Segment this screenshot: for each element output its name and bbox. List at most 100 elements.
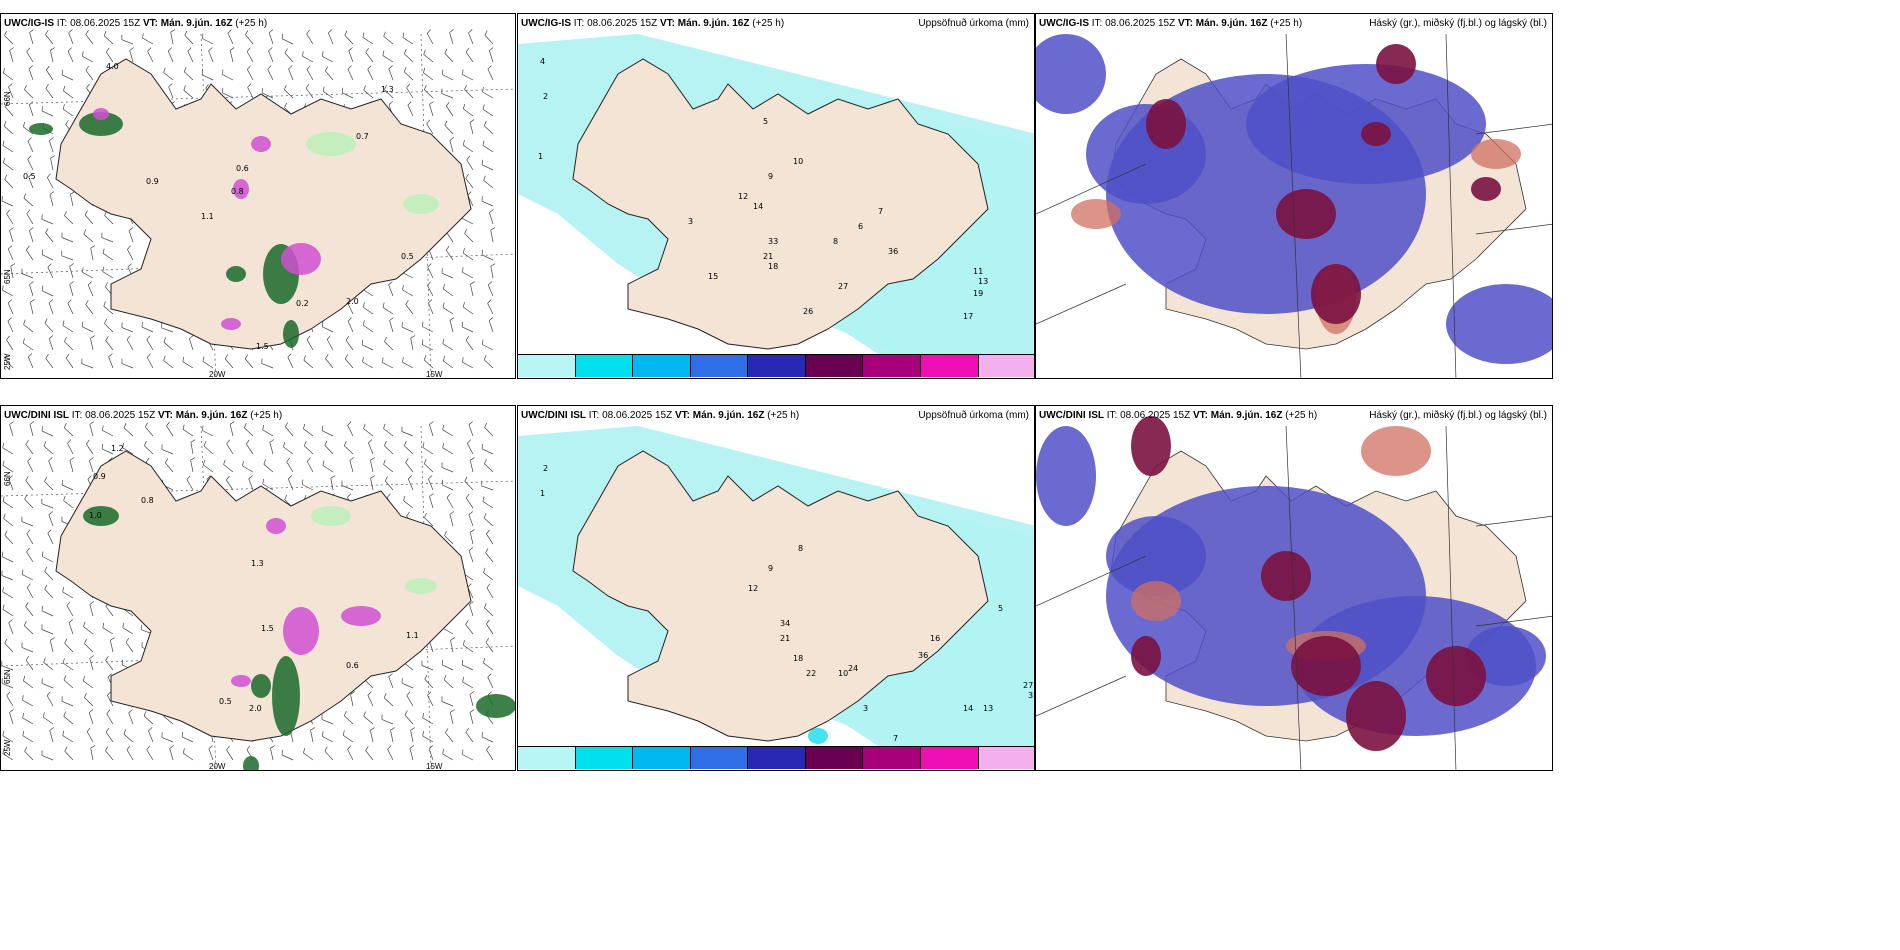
wind-barb [327,32,334,45]
wind-barb-flag [284,48,288,54]
wind-barb-flag [261,87,263,93]
high-cloud-area [1146,99,1186,149]
wind-barb-flag [45,228,49,233]
wind-barb [441,701,454,707]
wind-barb-flag [29,421,35,425]
wind-barb [322,91,334,99]
wind-barb [402,361,414,369]
wind-barb-flag [65,353,70,359]
wind-barb-flag [102,622,105,628]
wind-barb [7,320,14,333]
wind-barb [69,266,74,279]
high-cloud-area [1346,681,1406,751]
wind-barb [285,426,294,437]
precip-value-label: 33 [1028,691,1035,700]
wind-barb-flag [468,421,473,425]
wind-barb [84,643,94,653]
wind-barb [404,445,414,455]
wind-barb-flag [421,321,424,327]
wind-barb-flag [469,601,474,605]
wind-barb [362,361,374,369]
wind-barb [29,284,34,297]
wind-barb [442,753,454,761]
wind-barb [127,249,134,261]
wind-barb [370,478,374,491]
wind-barb-flag [222,69,224,75]
wind-barb [64,341,74,351]
wind-barb [61,700,74,707]
wind-barb [126,749,134,761]
wind-barb-flag [426,29,431,34]
precip-green-area [243,756,259,770]
wind-barb [23,324,34,333]
wind-barb-flag [23,621,27,626]
wind-barb [325,70,334,81]
wind-barb [161,449,174,455]
wind-barb-flag [105,727,110,733]
wind-barb [9,424,14,437]
wind-barb [363,428,374,437]
wind-barb-flag [182,424,185,430]
precip-value-label: 16 [930,634,940,643]
wind-barb [63,679,74,689]
wind-barb [44,481,54,491]
wind-barb [261,363,274,369]
wind-barb-flag [122,622,125,628]
wind-barb [382,362,394,369]
wind-barb [441,467,454,473]
wind-barb [1,682,14,689]
wind-barb [344,715,354,725]
wind-barb [424,463,434,473]
wind-barb [105,606,114,617]
wind-barb [182,361,194,369]
wind-barb-flag [442,424,445,430]
wind-barb-flag [465,174,469,179]
wind-barb-flag [46,65,50,71]
wind-barb-flag [449,29,454,33]
iceland-landmass [572,58,989,350]
precip-value-label: 1.1 [201,212,214,221]
wind-barb [142,37,154,45]
wind-barb [445,249,454,261]
wind-barb [389,320,394,333]
precip-value-label: 19 [973,289,983,298]
wind-barb-flag [24,84,27,90]
wind-barb-flag [388,65,393,70]
precip-value-label: 36 [918,651,928,660]
wind-barb-flag [28,353,33,358]
wind-barb [483,662,494,671]
precip-value-label: 0.8 [231,187,244,196]
wind-barb-flag [368,439,373,444]
wind-barb [484,427,494,437]
wind-barb [41,110,54,117]
wind-barb [4,358,14,369]
wind-barb [388,676,394,689]
wind-barb-flag [206,475,211,480]
wind-barb [383,428,394,437]
wind-barb-flag [2,586,4,592]
wind-barb [7,302,14,315]
wind-barb-flag [41,551,44,557]
wind-barb-flag [82,267,84,273]
wind-barb [25,444,34,455]
wind-barb [262,483,274,491]
wind-barb-flag [384,476,388,482]
wind-barb [226,479,234,491]
wind-barb [183,71,194,81]
wind-barb [407,478,414,491]
wind-barb-flag [324,440,328,446]
wind-barb [85,34,94,45]
precip-value-label: 2.0 [249,704,262,713]
wind-barb-flag [328,29,333,34]
wind-barb [409,748,414,761]
lat-label-25w: 25W [3,739,12,756]
wind-barb [83,626,94,635]
colorbar-segment: 1 [518,355,576,377]
wind-barb [469,604,474,617]
wind-barb-flag [103,31,107,36]
wind-barb [86,443,94,455]
wind-barb-flag [105,746,109,751]
wind-barb-flag [224,354,228,360]
wind-barb [67,443,74,455]
colorbar-segment: 50 [690,355,749,377]
